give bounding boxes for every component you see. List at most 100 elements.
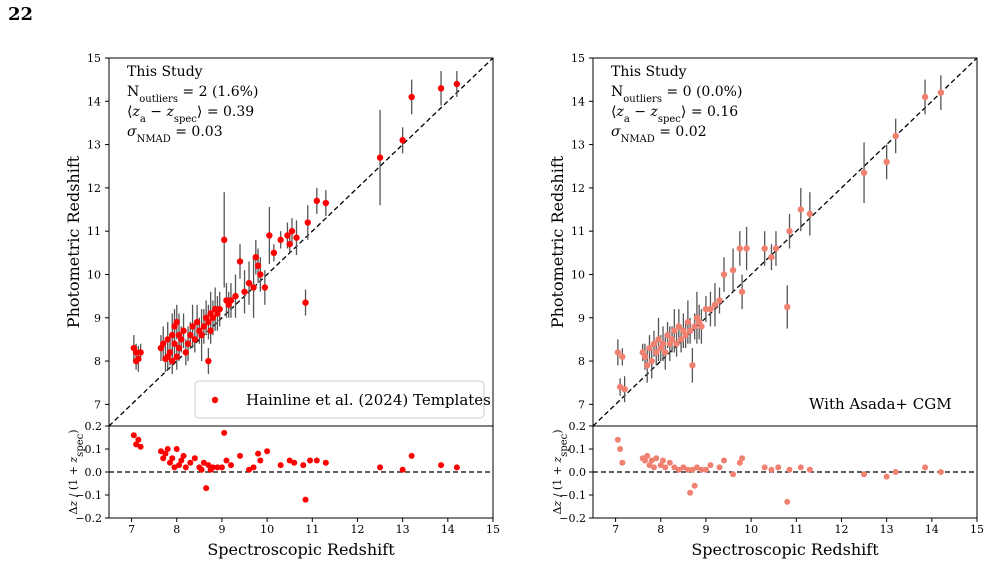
y-tick-label: 15	[571, 52, 585, 65]
residual-y-axis-label: Δz / (1 + zspec)	[551, 429, 570, 514]
residual-y-tick-label: −0.1	[559, 489, 586, 502]
residual-point	[166, 459, 173, 466]
legend-box	[194, 380, 485, 419]
residual-point	[698, 466, 705, 473]
data-point	[189, 323, 196, 330]
data-point	[883, 158, 890, 166]
y-tick-label: 11	[571, 225, 585, 238]
y-tick-label: 8	[94, 355, 101, 368]
residual-point	[691, 482, 698, 489]
data-point	[169, 357, 176, 365]
data-point	[241, 288, 248, 295]
data-point	[619, 353, 626, 360]
data-point	[304, 219, 311, 226]
residual-point	[716, 464, 723, 471]
y-tick-label: 7	[94, 398, 101, 411]
x-tick-label: 12	[834, 523, 848, 536]
residual-point	[680, 464, 687, 471]
residual-point	[786, 466, 793, 473]
y-tick-label: 15	[87, 52, 101, 65]
one-to-one-line	[109, 58, 493, 426]
data-point	[644, 362, 651, 369]
residual-point	[291, 459, 298, 466]
residual-point	[133, 441, 140, 448]
y-tick-label: 10	[571, 268, 585, 281]
x-tick-label: 8	[657, 523, 664, 536]
residual-point	[666, 459, 673, 466]
residual-point	[313, 457, 320, 464]
data-point	[252, 253, 260, 261]
x-tick-label: 13	[880, 523, 894, 536]
data-point	[707, 305, 714, 313]
data-point	[784, 303, 791, 311]
residual-point	[286, 457, 293, 464]
data-point	[250, 284, 257, 291]
x-tick-label: 7	[128, 523, 135, 536]
y-tick-label: 14	[571, 95, 585, 108]
data-point	[646, 344, 653, 352]
residual-point	[178, 457, 185, 464]
residual-point	[707, 462, 714, 469]
data-point	[686, 327, 694, 334]
residual-point	[687, 489, 694, 496]
data-point	[236, 258, 244, 265]
data-point	[184, 340, 192, 347]
residual-point	[761, 464, 768, 471]
data-point	[198, 331, 205, 339]
y-tick-label: 8	[578, 355, 585, 368]
residual-point	[646, 462, 653, 469]
residual-y-tick-label: 0.0	[569, 466, 587, 479]
residual-point	[648, 457, 655, 464]
annotation-nmad: σNMAD = 0.03	[127, 124, 223, 145]
data-point	[175, 344, 183, 352]
data-point	[655, 336, 662, 343]
residual-point	[130, 432, 137, 439]
chart-panel-left: 7 8 9 10 11 12 13 14 15 7 8 9 10 11 12 13 14 15 −0.2 −0.1 0.…	[64, 52, 500, 559]
residual-point	[187, 459, 194, 466]
residual-point	[768, 466, 775, 473]
data-point	[921, 93, 929, 101]
residual-point	[180, 452, 187, 459]
residual-point	[322, 459, 329, 466]
residual-point	[255, 450, 262, 457]
y-tick-label: 14	[87, 95, 101, 108]
data-point	[691, 323, 698, 330]
residual-point	[736, 459, 743, 466]
page-number: 22	[8, 4, 34, 25]
data-point	[187, 331, 194, 339]
data-point	[257, 271, 264, 278]
residual-point	[453, 464, 460, 471]
residual-point	[693, 464, 700, 471]
annotation-mean-offset: ⟨za − zspec⟩ = 0.16	[611, 104, 738, 125]
data-point	[245, 279, 253, 287]
data-point	[772, 245, 780, 252]
residual-point	[775, 464, 782, 471]
data-point	[738, 288, 746, 295]
residual-point	[137, 443, 144, 450]
residual-point	[617, 446, 624, 452]
residual-point	[922, 464, 929, 471]
data-point	[254, 262, 262, 270]
x-tick-label: 15	[970, 523, 984, 536]
x-tick-label: 15	[486, 523, 500, 536]
annotation-outliers: Noutliers = 0 (0.0%)	[611, 84, 742, 105]
y-axis-label: Photometric Redshift	[548, 155, 567, 328]
residual-point	[883, 473, 890, 480]
residual-y-axis-label: Δz / (1 + zspec)	[67, 429, 86, 514]
residual-point	[797, 464, 804, 471]
data-point	[797, 206, 805, 213]
residual-point	[650, 464, 657, 471]
residual-point	[221, 429, 228, 436]
residual-point	[619, 459, 626, 466]
data-point	[720, 271, 728, 278]
x-tick-label: 9	[218, 523, 225, 536]
residual-point	[739, 455, 746, 462]
annotation-study: This Study	[127, 64, 203, 80]
data-point	[288, 227, 296, 235]
y-tick-label: 12	[571, 182, 585, 195]
residual-point	[702, 466, 709, 473]
data-point	[716, 297, 723, 304]
data-point	[322, 199, 330, 207]
residual-point	[246, 466, 253, 473]
residual-point	[214, 464, 221, 471]
